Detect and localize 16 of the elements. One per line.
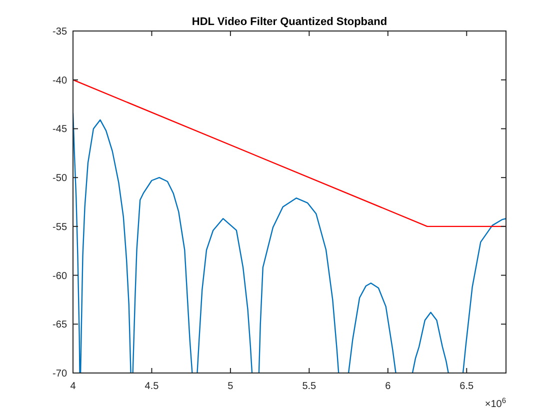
x-tick-label: 4 [70,381,76,392]
x-tick-label: 4.5 [144,381,160,392]
y-tick-label: -70 [52,368,68,380]
y-tick-label: -55 [52,222,68,233]
y-tick-label: -65 [52,320,68,331]
y-tick-label: -35 [52,26,68,38]
x-tick-label: 6.5 [460,381,474,392]
x-tick-label: 5 [228,381,234,392]
text: ×10$^{6}$ [484,396,506,410]
y-tick-label: -45 [52,124,68,136]
x-tick-label: 6 [385,381,392,392]
y-tick-label: -60 [52,270,68,282]
chart-title: HDL Video Filter Quantized Stopband [192,16,388,28]
y-tick-label: -50 [52,173,68,184]
x-tick-label: 5.5 [302,381,317,392]
y-tick-label: -40 [52,75,68,86]
